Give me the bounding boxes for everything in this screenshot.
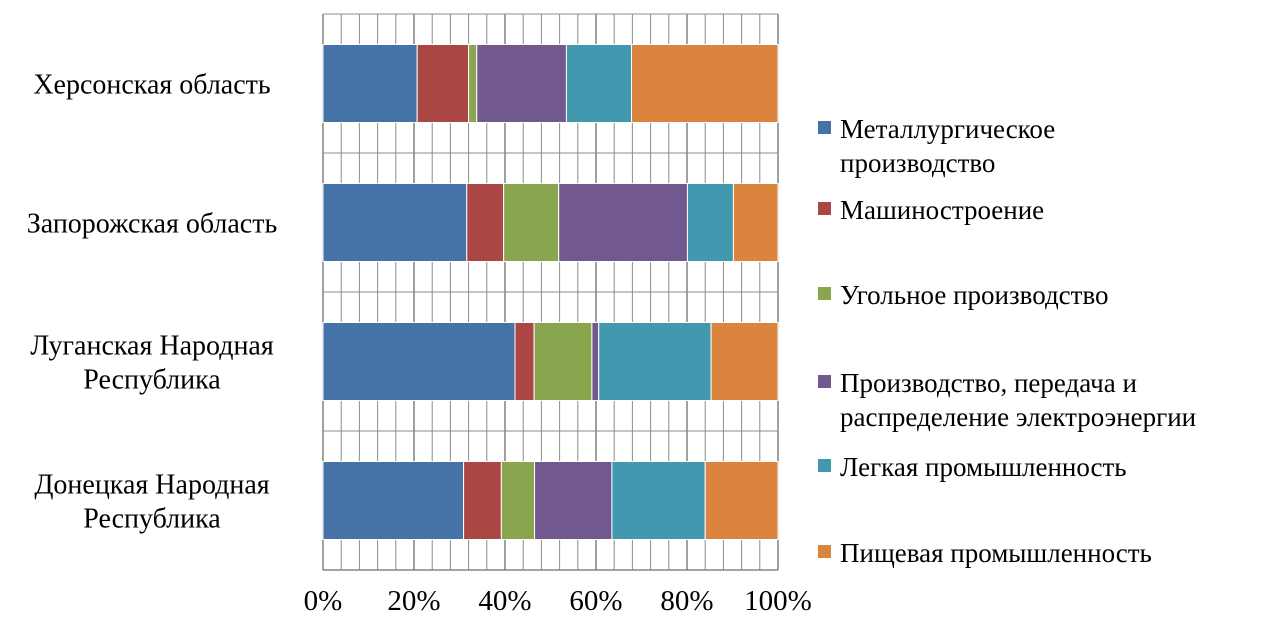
bar-segment (416, 44, 470, 123)
legend-label: Легкая промышленность (840, 452, 1127, 482)
legend-label: Металлургическое производство (840, 114, 1055, 178)
bar-segment (630, 44, 779, 123)
bar-segment (558, 183, 688, 262)
bar-segment (500, 461, 536, 540)
bar-segment (598, 322, 712, 401)
x-axis: 0% 20% 40% 60% 80% 100% (304, 569, 812, 617)
bar-segment (534, 461, 613, 540)
bar-segment (611, 461, 706, 540)
legend-swatch (818, 375, 831, 388)
legend-label: Пищевая промышленность (840, 538, 1152, 568)
x-tick-label: 20% (387, 585, 440, 617)
bars (322, 44, 779, 540)
bar-segment (463, 461, 502, 540)
x-tick-label: 40% (478, 585, 531, 617)
bar-segment (514, 322, 535, 401)
bar-segment (322, 461, 465, 540)
legend-swatch (818, 287, 831, 300)
bar-segment (710, 322, 779, 401)
category-label: Запорожская область (27, 209, 278, 240)
bar-segment (686, 183, 734, 262)
bar-segment (533, 322, 593, 401)
bar-segment (322, 322, 516, 401)
category-labels: Херсонская область Запорожская область Луг… (27, 70, 278, 535)
x-tick-label: 0% (304, 585, 343, 617)
bar-segment (322, 44, 418, 123)
legend-swatch (818, 121, 831, 134)
category-label: Луганская Народная Республика (30, 331, 274, 396)
legend-label: Угольное производство (840, 280, 1109, 310)
legend-swatch (818, 545, 831, 558)
bar-segment (704, 461, 779, 540)
bar-segment (466, 183, 505, 262)
bar-segment (476, 44, 567, 123)
bar-segment (503, 183, 560, 262)
category-label: Донецкая Народная Республика (34, 470, 269, 535)
x-tick-label: 80% (660, 585, 713, 617)
bar-segment (591, 322, 600, 401)
category-label: Херсонская область (33, 70, 270, 101)
bar-segment (322, 183, 468, 262)
bar-segment (565, 44, 632, 123)
legend-label: Производство, передача и распределение эл… (840, 368, 1196, 432)
x-tick-label: 60% (569, 585, 622, 617)
x-tick-label: 100% (744, 585, 812, 617)
legend-swatch (818, 202, 831, 215)
legend-label: Машиностроение (840, 195, 1044, 225)
legend: Металлургическое производство Машиностроен… (818, 114, 1196, 568)
bar-segment (468, 44, 478, 123)
legend-swatch (818, 459, 831, 472)
bar-segment (732, 183, 779, 262)
